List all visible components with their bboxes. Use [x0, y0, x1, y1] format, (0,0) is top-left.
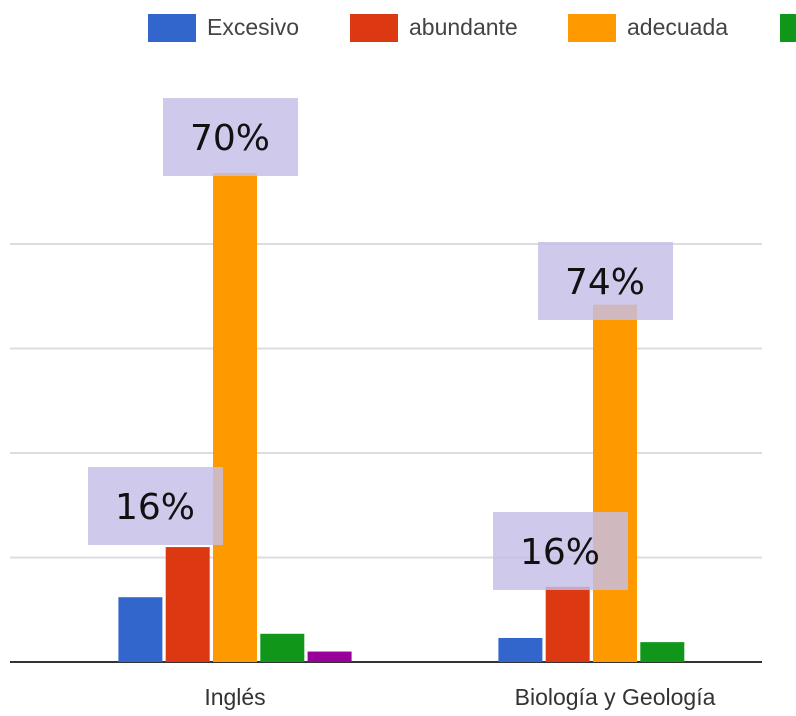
legend-label: abundante — [409, 14, 518, 40]
legend-swatch — [148, 14, 196, 42]
bar — [545, 586, 590, 662]
bar — [307, 651, 352, 662]
legend-label: adecuada — [627, 14, 728, 40]
legend-swatch — [780, 14, 796, 42]
annotation-label: 16% — [115, 487, 195, 528]
bar — [165, 547, 210, 662]
bar — [640, 642, 685, 662]
x-tick-label: Biología y Geología — [515, 684, 716, 710]
annotation-label: 70% — [190, 118, 270, 159]
bar — [118, 597, 163, 662]
legend-swatch — [350, 14, 398, 42]
annotation-box — [163, 98, 298, 176]
annotation-box — [538, 242, 673, 320]
annotation-label: 74% — [565, 262, 645, 303]
annotation-box — [88, 467, 223, 545]
bar — [498, 637, 543, 662]
bar — [213, 172, 257, 662]
x-tick-label: Inglés — [204, 684, 265, 710]
bar — [593, 304, 637, 662]
legend-swatch — [568, 14, 616, 42]
annotation-label: 16% — [520, 532, 600, 573]
legend-label: Excesivo — [207, 14, 299, 40]
bar — [260, 633, 305, 662]
annotation-box — [493, 512, 628, 590]
